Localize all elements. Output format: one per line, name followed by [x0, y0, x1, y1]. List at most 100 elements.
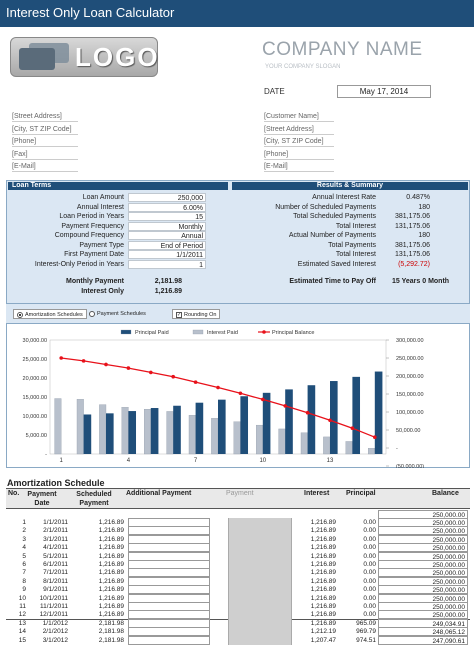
loan-term-input[interactable]: Annual [128, 231, 206, 240]
cell-principal: 969.79 [356, 628, 376, 636]
cell-date: 1/1/2012 [42, 619, 68, 627]
result-value: 180 [418, 203, 430, 211]
rounding-checkbox[interactable]: ✓ Rounding On [172, 309, 221, 319]
principal-bar [352, 376, 361, 454]
interest-bar [99, 404, 107, 455]
customer-address-line[interactable]: [Street Address] [264, 124, 334, 135]
company-address-line[interactable]: [City, ST ZIP Code] [12, 124, 78, 135]
title-bar: Interest Only Loan Calculator [0, 0, 474, 27]
payment-cell [228, 560, 292, 569]
cell-no: 6 [22, 561, 26, 568]
cell-date: 10/1/2011 [39, 594, 68, 602]
customer-address-line[interactable]: [City, ST ZIP Code] [264, 136, 334, 147]
company-slogan[interactable]: YOUR COMPANY SLOGAN [265, 64, 341, 70]
x-tick-label: 1 [60, 458, 64, 464]
result-label: Total Scheduled Payments [293, 213, 376, 220]
cell-interest: 1,216.89 [310, 527, 336, 535]
interest-bar [54, 398, 62, 455]
y-right-tick-label: 250,000.00 [396, 356, 424, 362]
result-label: Total Payments [328, 241, 376, 249]
cell-sched: 1,216.89 [98, 611, 124, 619]
payment-cell [228, 593, 292, 603]
cell-date: 5/1/2011 [43, 552, 68, 560]
col-balance: Balance [432, 490, 459, 497]
loan-term-input[interactable]: 6.00% [128, 202, 206, 212]
logo-shape-front [19, 48, 55, 70]
loan-term-label: Annual Interest [76, 203, 124, 211]
x-tick-label: 10 [259, 458, 266, 464]
cell-no: 7 [22, 569, 26, 577]
y-right-tick-label: 100,000.00 [396, 410, 424, 416]
cell-no: 12 [18, 611, 26, 619]
cell-sched: 1,216.89 [98, 594, 124, 602]
cell-interest: 1,216.89 [310, 594, 336, 602]
company-address-line[interactable]: [Fax] [12, 149, 78, 160]
cell-principal: 0.00 [363, 586, 376, 594]
balance-point [104, 362, 108, 367]
payment-cell [228, 610, 292, 620]
loan-term-input[interactable]: 250,000 [128, 193, 206, 202]
cell-sched: 2,181.98 [98, 636, 124, 644]
col-no: No. [8, 490, 20, 497]
company-name[interactable]: COMPANY NAME [262, 39, 423, 60]
loan-term-input[interactable]: Monthly [128, 221, 206, 231]
cell-balance: 247,090.61 [378, 635, 468, 645]
principal-bar [307, 385, 316, 454]
rounding-label: Rounding On [184, 312, 217, 318]
col-additional-payment: Additional Payment [126, 490, 192, 497]
cell-no: 1 [22, 519, 26, 526]
date-label: DATE [264, 87, 285, 96]
payment-cell [228, 526, 292, 536]
company-address-line[interactable]: [Street Address] [12, 111, 78, 122]
customer-address-line[interactable]: [E-Mail] [264, 161, 334, 172]
y-left-tick-label: 25,000.00 [23, 357, 47, 363]
additional-payment-input[interactable] [128, 635, 210, 645]
cell-no: 2 [22, 527, 26, 535]
cell-sched: 1,216.89 [98, 519, 124, 526]
cell-sched: 1,216.89 [98, 544, 124, 552]
cell-sched: 1,216.89 [98, 603, 124, 610]
loan-term-input[interactable]: 1 [128, 259, 206, 269]
legend-label: Interest Paid [207, 330, 238, 336]
cell-date: 3/1/2011 [43, 535, 68, 543]
options-bar [6, 304, 470, 324]
cell-date: 6/1/2011 [43, 561, 68, 568]
company-address-line[interactable]: [E-Mail] [12, 161, 78, 172]
cell-no: 11 [19, 603, 26, 610]
customer-address-line[interactable]: [Phone] [264, 149, 334, 160]
balance-point [81, 359, 86, 363]
col-payment: Payment [226, 490, 254, 497]
monthly-payment-label: Monthly Payment [66, 278, 124, 285]
cell-principal: 0.00 [363, 561, 376, 568]
payment-cell [228, 618, 292, 628]
cell-date: 3/1/2012 [42, 636, 68, 644]
loan-panel [6, 180, 470, 304]
payment-cell [228, 627, 292, 637]
date-field[interactable]: May 17, 2014 [337, 85, 431, 98]
interest-only-label: Interest Only [81, 288, 124, 295]
loan-term-input[interactable]: End of Period [128, 240, 206, 250]
result-label: Total Interest [335, 251, 376, 258]
cell-interest: 1,216.89 [310, 561, 336, 568]
balance-point [171, 374, 175, 379]
cell-no: 5 [22, 552, 26, 560]
balance-point [149, 370, 153, 375]
result-label: Total Interest [335, 222, 376, 230]
x-tick-label: 7 [194, 458, 198, 464]
cell-date: 2/1/2011 [43, 527, 68, 535]
cell-date: 12/1/2011 [39, 611, 68, 619]
cell-interest: 1,216.89 [310, 535, 336, 543]
cell-principal: 0.00 [363, 577, 376, 585]
results-header: Results & Summary [232, 182, 468, 190]
loan-term-input[interactable]: 1/1/2011 [128, 250, 206, 259]
balance-point [328, 418, 332, 423]
payment-schedules-option[interactable]: Payment Schedules [86, 309, 149, 319]
logo-text: LOGO [75, 42, 160, 72]
balance-point [238, 391, 243, 396]
loan-term-input[interactable]: 15 [128, 212, 206, 221]
balance-point [283, 404, 288, 408]
customer-address-line[interactable]: [Customer Name] [264, 111, 334, 122]
amortization-schedules-option[interactable]: Amortization Schedules [13, 309, 87, 319]
company-address-line[interactable]: [Phone] [12, 136, 78, 147]
cell-interest: 1,216.89 [310, 519, 336, 526]
